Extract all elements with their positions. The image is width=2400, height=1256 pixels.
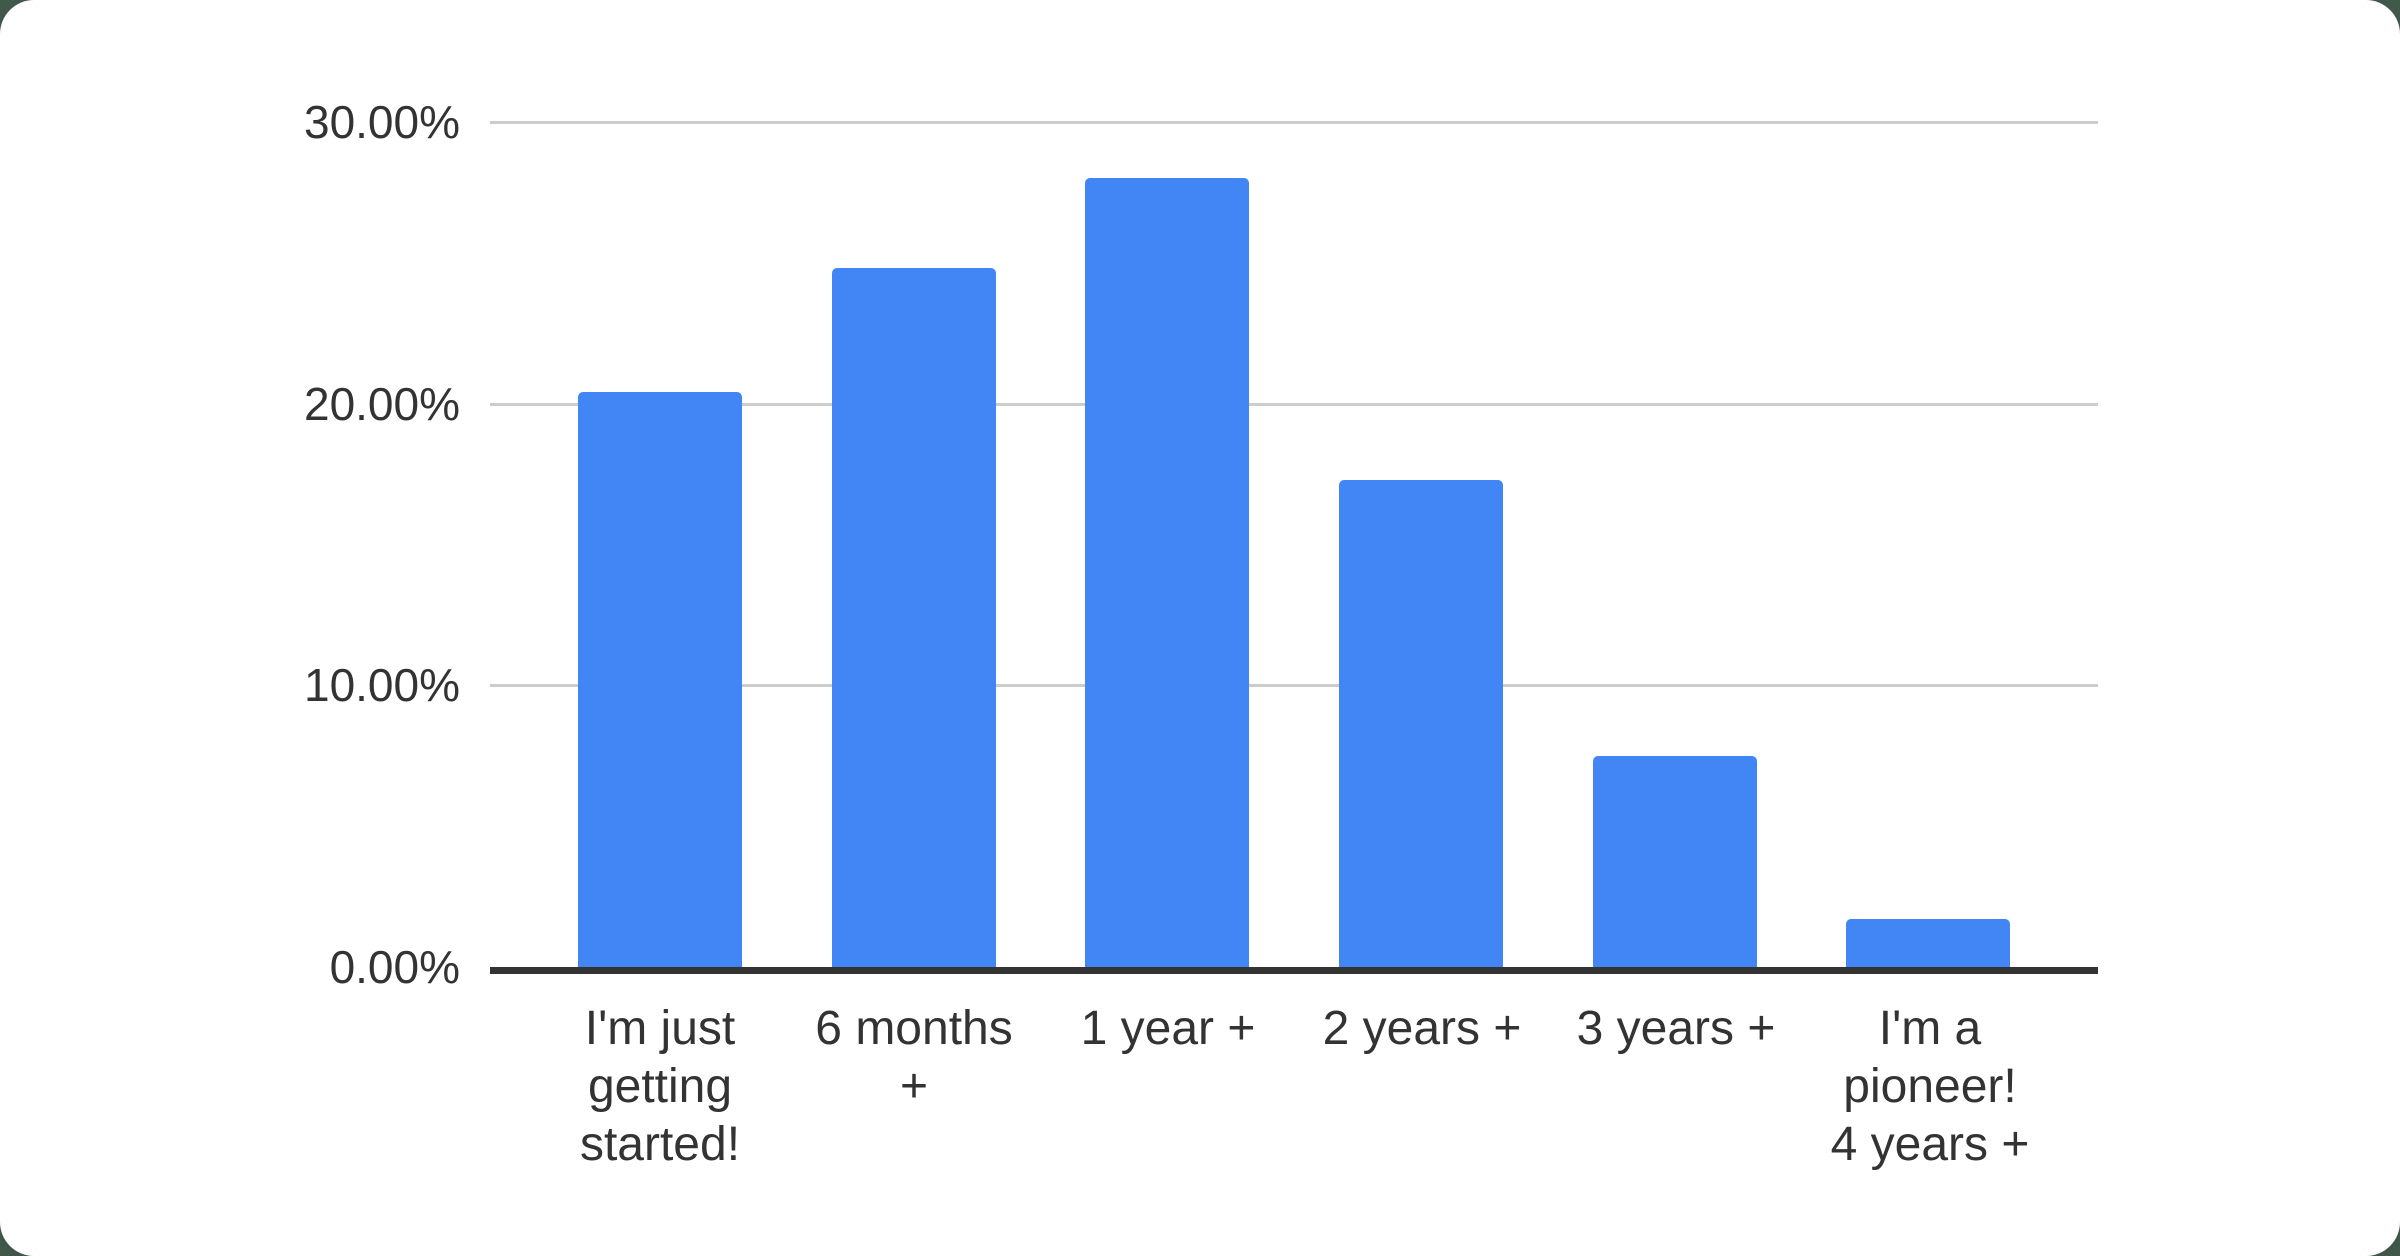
gridline — [490, 121, 2098, 124]
bar-slot — [533, 122, 787, 967]
bar-2 — [831, 268, 996, 967]
x-axis-labels: I'm just getting started! 6 months + 1 yea… — [533, 1000, 2057, 1174]
y-tick-label: 10.00% — [303, 659, 460, 712]
y-tick-label: 20.00% — [303, 377, 460, 430]
plot-area — [490, 121, 2098, 974]
bar-slot — [1801, 122, 2055, 967]
x-category-label: I'm a pioneer! 4 years + — [1830, 1002, 2030, 1171]
x-category-label: I'm just getting started! — [579, 1002, 741, 1171]
y-tick-label: 30.00% — [303, 96, 460, 148]
bars-row — [533, 122, 2055, 967]
bar-4 — [1338, 479, 1503, 967]
x-category-label: 3 years + — [1576, 1002, 1776, 1055]
bar-slot — [1548, 122, 1802, 967]
bar-slot — [1294, 122, 1548, 967]
bar-slot — [787, 122, 1041, 967]
y-axis-labels: 30.00% 20.00% 10.00% 0.00% — [0, 96, 460, 993]
x-category-label: 2 years + — [1322, 1002, 1522, 1055]
bar-1 — [577, 392, 742, 967]
x-category-label: 6 months + — [815, 1002, 1013, 1113]
bar-6 — [1846, 919, 2011, 967]
bar-slot — [1040, 122, 1294, 967]
gridline — [490, 684, 2098, 688]
bar-5 — [1592, 755, 1757, 967]
gridline — [490, 402, 2098, 406]
y-tick-label: 0.00% — [329, 941, 460, 993]
bar-3 — [1085, 178, 1250, 967]
x-category-label: 1 year + — [1080, 1002, 1256, 1055]
